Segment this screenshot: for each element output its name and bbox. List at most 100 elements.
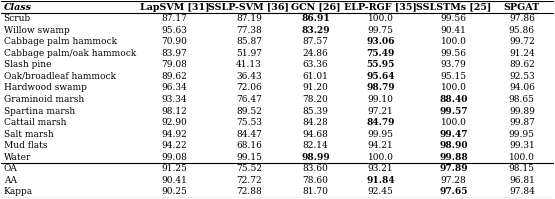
Text: 82.14: 82.14 bbox=[302, 141, 329, 150]
Text: 99.72: 99.72 bbox=[509, 37, 535, 46]
Text: SSLSTMs [25]: SSLSTMs [25] bbox=[416, 3, 491, 12]
Text: Cabbage palm hammock: Cabbage palm hammock bbox=[3, 37, 117, 46]
Text: 89.52: 89.52 bbox=[236, 106, 262, 116]
Text: 55.95: 55.95 bbox=[366, 60, 395, 69]
Text: 100.0: 100.0 bbox=[509, 153, 535, 162]
Text: 99.15: 99.15 bbox=[236, 153, 262, 162]
Text: 95.15: 95.15 bbox=[441, 72, 467, 81]
Text: 99.47: 99.47 bbox=[440, 130, 468, 139]
Text: 63.36: 63.36 bbox=[303, 60, 329, 69]
Text: 100.0: 100.0 bbox=[441, 37, 467, 46]
Text: 99.88: 99.88 bbox=[439, 153, 468, 162]
Text: 91.25: 91.25 bbox=[162, 164, 187, 173]
Text: 91.20: 91.20 bbox=[302, 83, 329, 93]
Text: 92.53: 92.53 bbox=[509, 72, 535, 81]
Text: 93.34: 93.34 bbox=[162, 95, 187, 104]
Text: 99.89: 99.89 bbox=[509, 106, 535, 116]
Text: 91.24: 91.24 bbox=[509, 49, 535, 58]
Text: 93.79: 93.79 bbox=[441, 60, 467, 69]
Text: 99.56: 99.56 bbox=[441, 14, 467, 23]
Text: Mud flats: Mud flats bbox=[3, 141, 47, 150]
Text: 98.65: 98.65 bbox=[509, 95, 535, 104]
Text: 98.90: 98.90 bbox=[440, 141, 468, 150]
Text: 92.45: 92.45 bbox=[368, 187, 393, 196]
Text: ELP-RGF [35]: ELP-RGF [35] bbox=[344, 3, 417, 12]
Text: 99.95: 99.95 bbox=[367, 130, 393, 139]
Text: 51.97: 51.97 bbox=[236, 49, 262, 58]
Text: 96.81: 96.81 bbox=[509, 176, 535, 185]
Text: 99.08: 99.08 bbox=[162, 153, 187, 162]
Text: Oak/broadleaf hammock: Oak/broadleaf hammock bbox=[3, 72, 115, 81]
Text: 86.91: 86.91 bbox=[301, 14, 330, 23]
Text: 95.86: 95.86 bbox=[509, 26, 535, 35]
Text: Water: Water bbox=[3, 153, 31, 162]
Text: 76.47: 76.47 bbox=[236, 95, 262, 104]
Text: 94.06: 94.06 bbox=[509, 83, 535, 93]
Text: Class: Class bbox=[3, 3, 32, 12]
Text: 94.92: 94.92 bbox=[162, 130, 187, 139]
Text: 93.21: 93.21 bbox=[368, 164, 393, 173]
Text: 87.57: 87.57 bbox=[302, 37, 329, 46]
Text: Spartina marsh: Spartina marsh bbox=[3, 106, 75, 116]
Text: 87.17: 87.17 bbox=[162, 14, 187, 23]
Text: Salt marsh: Salt marsh bbox=[3, 130, 53, 139]
Text: 98.99: 98.99 bbox=[301, 153, 330, 162]
Text: 85.87: 85.87 bbox=[236, 37, 262, 46]
Text: 99.56: 99.56 bbox=[441, 49, 467, 58]
Text: 91.84: 91.84 bbox=[366, 176, 395, 185]
Text: 93.06: 93.06 bbox=[366, 37, 395, 46]
Text: 97.84: 97.84 bbox=[509, 187, 535, 196]
Text: 83.29: 83.29 bbox=[301, 26, 330, 35]
Text: 97.89: 97.89 bbox=[440, 164, 468, 173]
Text: 24.86: 24.86 bbox=[302, 49, 329, 58]
Text: 99.57: 99.57 bbox=[440, 106, 468, 116]
Text: 99.75: 99.75 bbox=[367, 26, 393, 35]
Text: 68.16: 68.16 bbox=[236, 141, 262, 150]
Text: 89.62: 89.62 bbox=[509, 60, 535, 69]
Text: 96.34: 96.34 bbox=[162, 83, 187, 93]
Text: 41.13: 41.13 bbox=[236, 60, 262, 69]
Text: SSLP-SVM [36]: SSLP-SVM [36] bbox=[209, 3, 290, 12]
Text: AA: AA bbox=[3, 176, 17, 185]
Text: Cattail marsh: Cattail marsh bbox=[3, 118, 66, 127]
Text: Scrub: Scrub bbox=[3, 14, 31, 23]
Text: 85.39: 85.39 bbox=[302, 106, 329, 116]
Text: 100.0: 100.0 bbox=[441, 118, 467, 127]
Text: 78.20: 78.20 bbox=[302, 95, 329, 104]
Text: 97.86: 97.86 bbox=[509, 14, 535, 23]
Text: 75.52: 75.52 bbox=[236, 164, 262, 173]
Text: Kappa: Kappa bbox=[3, 187, 33, 196]
Text: 97.21: 97.21 bbox=[368, 106, 393, 116]
Text: 84.47: 84.47 bbox=[236, 130, 262, 139]
Text: 89.62: 89.62 bbox=[162, 72, 187, 81]
Text: 78.60: 78.60 bbox=[302, 176, 329, 185]
Text: 92.90: 92.90 bbox=[162, 118, 187, 127]
Text: 99.10: 99.10 bbox=[368, 95, 393, 104]
Text: 72.06: 72.06 bbox=[236, 83, 262, 93]
Text: 97.28: 97.28 bbox=[441, 176, 467, 185]
Text: 95.64: 95.64 bbox=[366, 72, 395, 81]
Text: 77.38: 77.38 bbox=[236, 26, 262, 35]
Text: 75.53: 75.53 bbox=[236, 118, 262, 127]
Text: 88.40: 88.40 bbox=[440, 95, 468, 104]
Text: 83.97: 83.97 bbox=[162, 49, 187, 58]
Text: 81.70: 81.70 bbox=[302, 187, 329, 196]
Text: 83.60: 83.60 bbox=[302, 164, 329, 173]
Text: 72.72: 72.72 bbox=[236, 176, 262, 185]
Text: 90.41: 90.41 bbox=[441, 26, 467, 35]
Text: Willow swamp: Willow swamp bbox=[3, 26, 69, 35]
Text: 36.43: 36.43 bbox=[236, 72, 262, 81]
Text: 99.31: 99.31 bbox=[509, 141, 535, 150]
Text: 72.88: 72.88 bbox=[236, 187, 262, 196]
Text: 98.12: 98.12 bbox=[162, 106, 187, 116]
Text: LapSVM [31]: LapSVM [31] bbox=[139, 3, 209, 12]
Text: 94.68: 94.68 bbox=[302, 130, 329, 139]
Text: Graminoid marsh: Graminoid marsh bbox=[3, 95, 84, 104]
Text: 79.08: 79.08 bbox=[162, 60, 187, 69]
Text: GCN [26]: GCN [26] bbox=[291, 3, 340, 12]
Text: OA: OA bbox=[3, 164, 17, 173]
Text: Hardwood swamp: Hardwood swamp bbox=[3, 83, 87, 93]
Text: 75.49: 75.49 bbox=[366, 49, 395, 58]
Text: 100.0: 100.0 bbox=[441, 83, 467, 93]
Text: 95.63: 95.63 bbox=[162, 26, 187, 35]
